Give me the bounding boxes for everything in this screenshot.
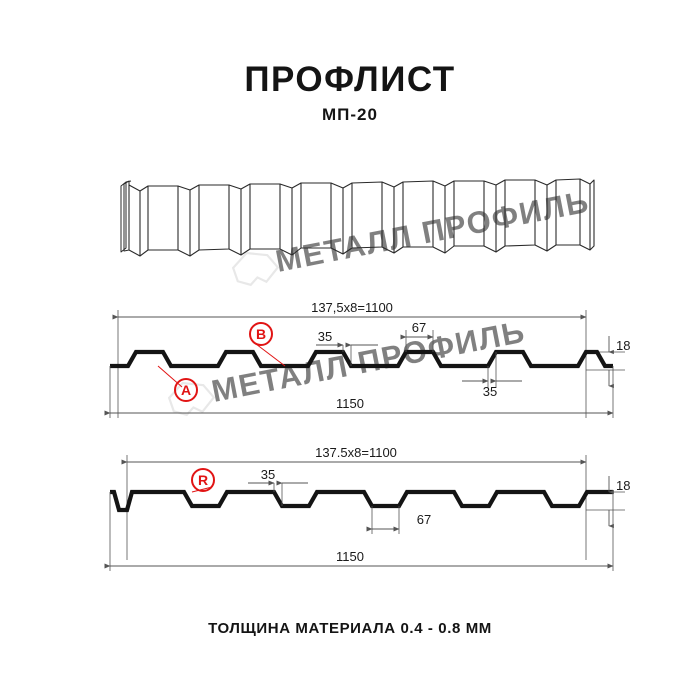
dimension-upper-35-2-label: 35 xyxy=(261,467,275,482)
profile-outline-bottom xyxy=(110,489,613,513)
dimension-rib-67: 67 xyxy=(400,320,434,352)
dimension-bottom-overall-2-label: 1150 xyxy=(336,549,364,564)
isometric-sheet-view xyxy=(120,178,595,257)
marker-r: R xyxy=(191,468,215,493)
dimension-rib-67-2: 67 xyxy=(366,506,431,534)
marker-b: B xyxy=(249,322,286,367)
marker-r-label: R xyxy=(198,472,208,488)
dimension-height-18: 18 xyxy=(608,336,630,389)
dimension-lower-35: 35 xyxy=(462,352,522,399)
cross-section-top: 137,5x8=1100 35 67 xyxy=(104,300,630,418)
dimension-bottom-overall-2: 1150 xyxy=(104,492,614,571)
dimension-lower-35-label: 35 xyxy=(483,384,497,399)
marker-b-label: B xyxy=(256,326,266,342)
dimension-top-overall-2: 137.5x8=1100 xyxy=(121,445,587,465)
dimension-upper-35-label: 35 xyxy=(318,329,332,344)
dimension-top-overall-label: 137,5x8=1100 xyxy=(311,300,393,315)
dimension-height-18-label: 18 xyxy=(616,338,630,353)
dimension-upper-35-2: 35 xyxy=(248,467,308,506)
marker-a-label: A xyxy=(181,382,191,398)
cross-section-bottom: 137.5x8=1100 35 67 xyxy=(104,445,630,571)
profile-outline-top xyxy=(110,349,613,369)
marker-a: A xyxy=(157,365,198,402)
material-thickness-note: ТОЛЩИНА МАТЕРИАЛА 0.4 - 0.8 ММ xyxy=(208,620,492,637)
dimension-upper-35: 35 xyxy=(316,329,378,366)
page-title: ПРОФЛИСТ xyxy=(244,60,456,99)
dimension-bottom-overall-label: 1150 xyxy=(336,396,364,411)
watermark-upper: МЕТАЛЛ ПРОФИЛЬ xyxy=(231,184,592,287)
dimension-height-18-2: 18 xyxy=(608,476,630,529)
dimension-bottom-overall: 1150 xyxy=(104,366,614,418)
dimension-rib-67-label: 67 xyxy=(412,320,426,335)
dimension-top-overall: 137,5x8=1100 xyxy=(112,300,587,320)
dimension-top-overall-2-label: 137.5x8=1100 xyxy=(315,445,397,460)
dimension-rib-67-2-label: 67 xyxy=(417,512,431,527)
product-model: МП-20 xyxy=(322,105,378,124)
dimension-height-18-2-label: 18 xyxy=(616,478,630,493)
